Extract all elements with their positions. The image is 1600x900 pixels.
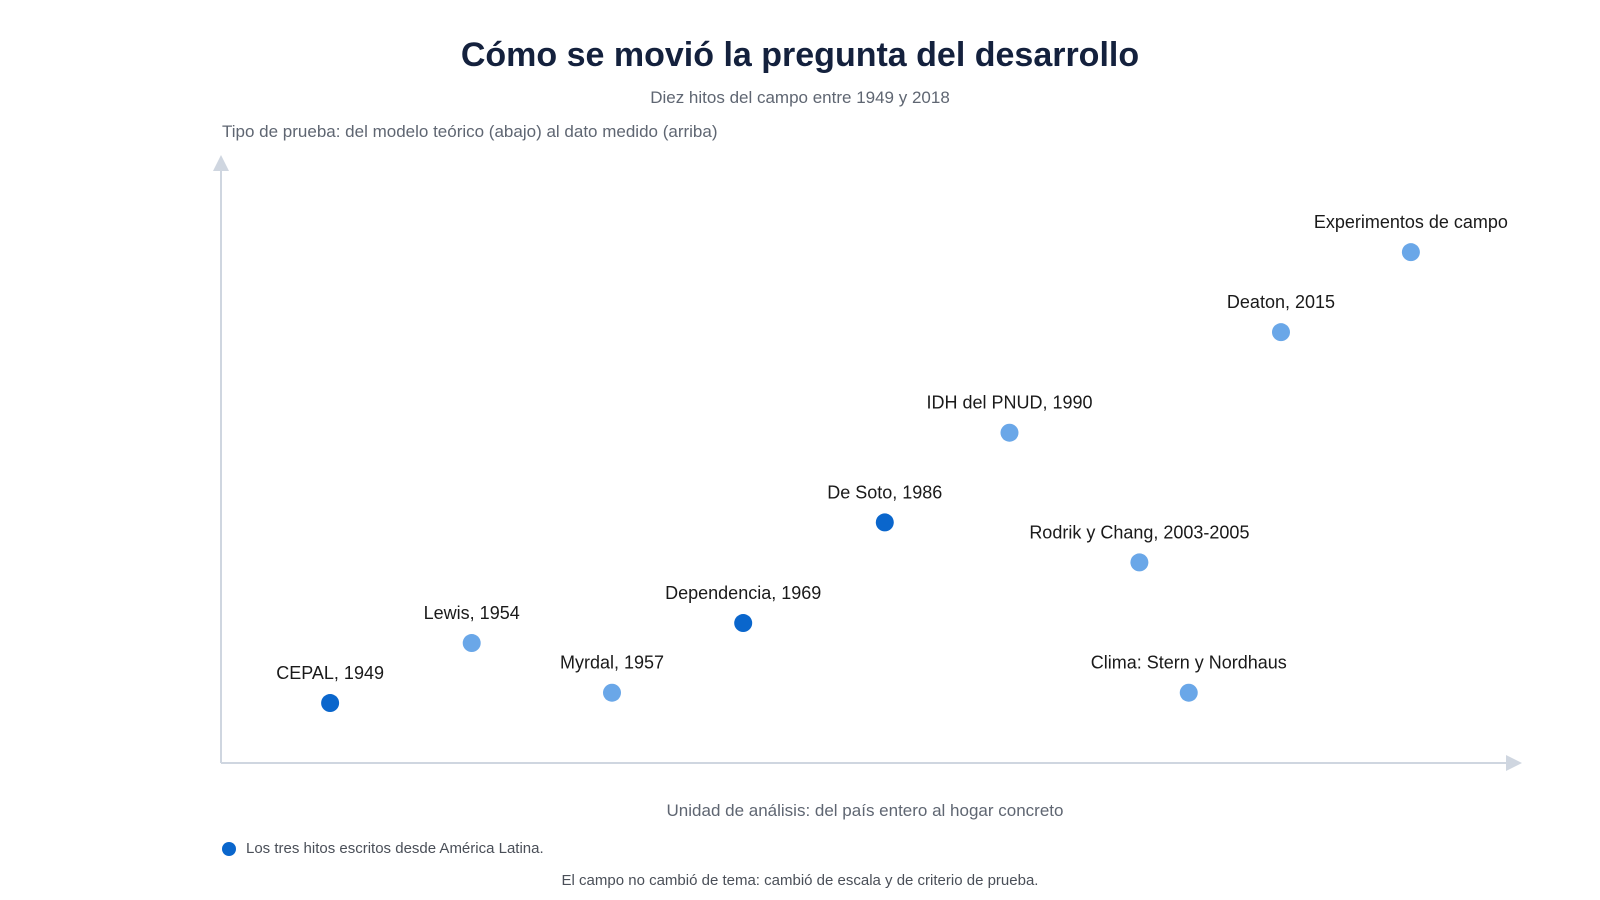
point-label-5: De Soto, 1986 (827, 482, 942, 502)
point-label-1: CEPAL, 1949 (276, 663, 384, 683)
x-axis-arrow (1506, 755, 1522, 771)
data-point-1 (321, 694, 340, 713)
point-label-9: Deaton, 2015 (1227, 292, 1335, 312)
data-point-4 (734, 614, 753, 633)
x-axis-label: Unidad de análisis: del país entero al h… (667, 801, 1064, 820)
point-labels: CEPAL, 1949 Lewis, 1954 Myrdal, 1957 Depend… (276, 212, 1508, 683)
chart-subtitle: Diez hitos del campo entre 1949 y 2018 (650, 88, 950, 107)
data-point-3 (602, 683, 621, 702)
y-axis-label: Tipo de prueba: del modelo teórico (abaj… (222, 122, 717, 141)
legend-label: Los tres hitos escritos desde América La… (246, 840, 544, 857)
point-label-7: Rodrik y Chang, 2003-2005 (1029, 522, 1249, 542)
data-points (321, 243, 1420, 713)
point-label-6: IDH del PNUD, 1990 (926, 393, 1092, 413)
chart-title: Cómo se movió la pregunta del desarrollo (460, 36, 1140, 74)
point-label-10: Experimentos de campo (1314, 212, 1508, 232)
data-point-8 (1179, 683, 1198, 702)
point-label-4: Dependencia, 1969 (665, 583, 821, 603)
legend-swatch-latam (222, 841, 236, 856)
legend: Los tres hitos escritos desde América La… (222, 840, 544, 857)
point-label-3: Myrdal, 1957 (560, 653, 664, 673)
data-point-9 (1271, 323, 1290, 342)
axes (213, 155, 1522, 771)
point-label-2: Lewis, 1954 (424, 603, 520, 623)
chart-footnote: El campo no cambió de tema: cambió de es… (561, 872, 1039, 889)
data-point-10 (1401, 243, 1420, 262)
data-point-6 (1000, 423, 1019, 442)
data-point-7 (1130, 553, 1149, 572)
data-point-5 (875, 513, 894, 532)
point-label-8: Clima: Stern y Nordhaus (1091, 653, 1287, 673)
data-point-2 (462, 634, 481, 653)
y-axis-arrow (213, 155, 229, 171)
